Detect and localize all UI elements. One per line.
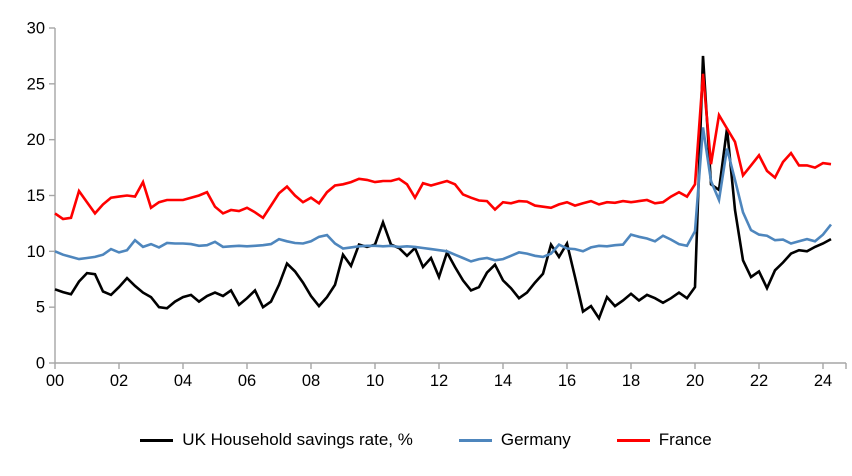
x-axis-label: 00 xyxy=(46,372,64,390)
x-axis-label: 12 xyxy=(430,372,448,390)
x-axis-label: 18 xyxy=(622,372,640,390)
x-axis-label: 10 xyxy=(366,372,384,390)
x-axis-label: 16 xyxy=(558,372,576,390)
legend-label-germany: Germany xyxy=(500,430,571,449)
y-axis-label: 15 xyxy=(27,187,45,205)
france-line-swatch xyxy=(616,438,650,442)
y-axis-label: 0 xyxy=(36,355,45,373)
y-axis-label: 20 xyxy=(27,131,45,149)
x-axis-label: 08 xyxy=(302,372,320,390)
x-axis-label: 22 xyxy=(750,372,768,390)
x-axis-label: 24 xyxy=(814,372,832,390)
legend-label-france: France xyxy=(658,430,712,449)
series-line-germany xyxy=(54,127,833,263)
legend-label-uk: UK Household savings rate, % xyxy=(182,430,413,449)
legend: UK Household savings rate, % Germany Fra… xyxy=(0,430,852,450)
legend-item-germany: Germany xyxy=(458,430,571,450)
x-axis-label: 20 xyxy=(686,372,704,390)
uk-line-swatch xyxy=(140,438,174,442)
y-axis-label: 10 xyxy=(27,243,45,261)
germany-line-swatch xyxy=(458,438,492,442)
y-axis-label: 30 xyxy=(27,20,45,38)
legend-item-france: France xyxy=(616,430,712,450)
y-axis-label: 25 xyxy=(27,75,45,93)
x-axis-label: 02 xyxy=(110,372,128,390)
x-axis-label: 06 xyxy=(238,372,256,390)
y-axis-label: 5 xyxy=(36,299,45,317)
x-axis-label: 14 xyxy=(494,372,512,390)
series-line-france xyxy=(54,73,832,221)
x-axis-label: 04 xyxy=(174,372,192,390)
legend-item-uk: UK Household savings rate, % xyxy=(140,430,413,450)
